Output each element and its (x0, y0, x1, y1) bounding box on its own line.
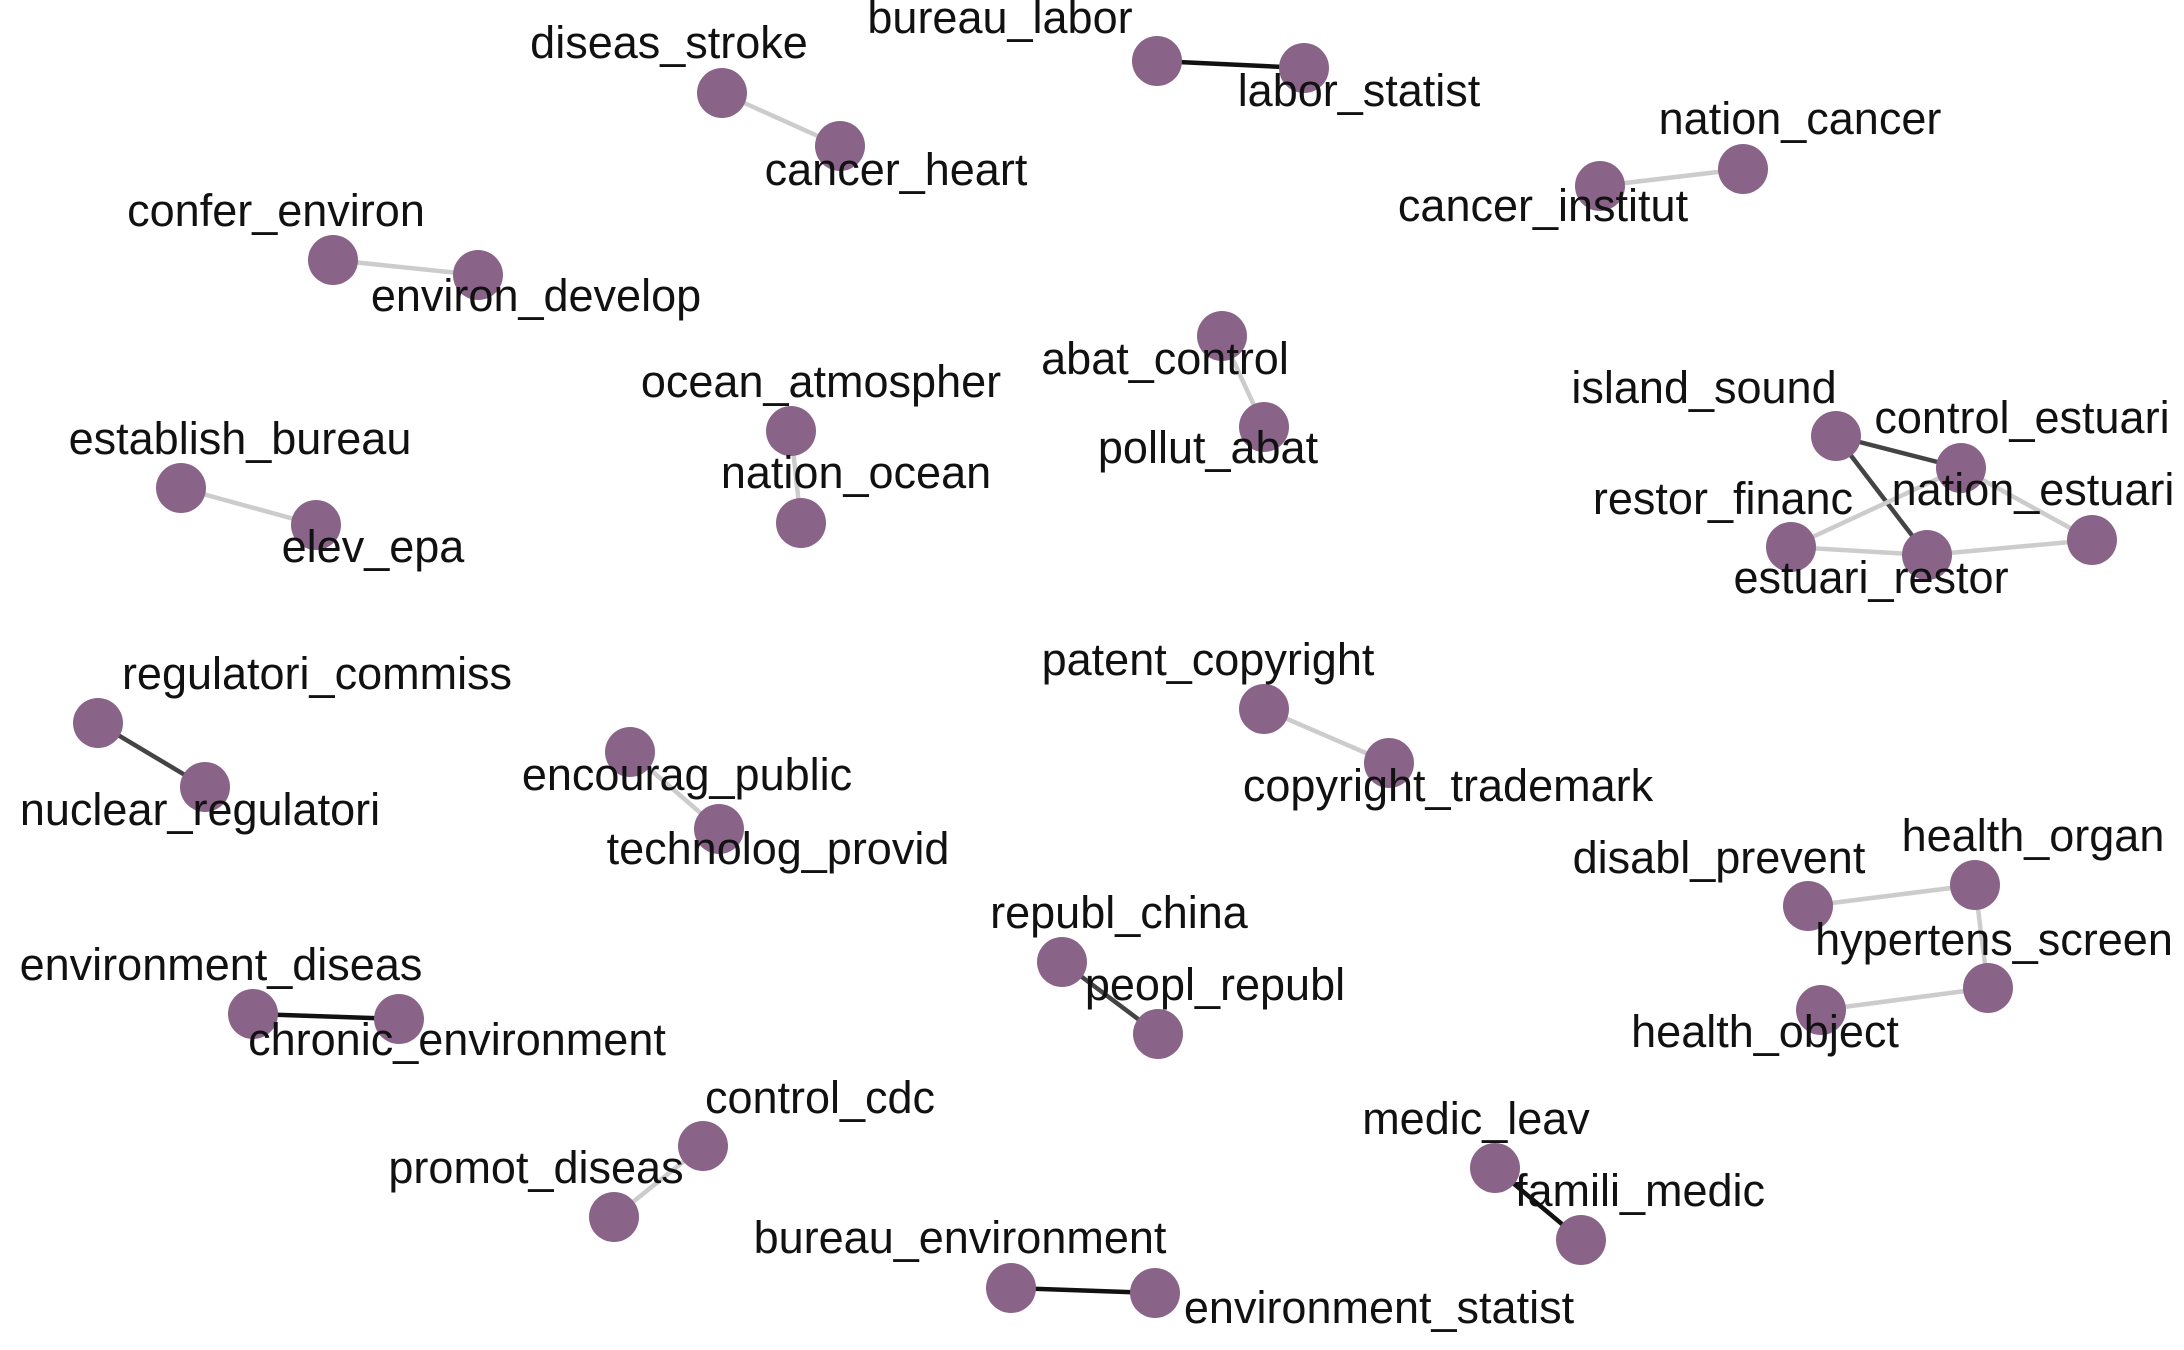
node-label-abat_control: abat_control (1041, 333, 1289, 384)
node-famili_medic (1556, 1215, 1606, 1265)
node-nation_estuari (2067, 515, 2117, 565)
node-label-bureau_labor: bureau_labor (867, 0, 1132, 43)
node-copyright_trademark (1364, 738, 1414, 788)
node-label-cancer_heart: cancer_heart (765, 144, 1028, 195)
edge-estuari_restor-nation_estuari (1926, 537, 2093, 558)
node-health_object (1796, 985, 1846, 1035)
node-label-island_sound: island_sound (1571, 362, 1836, 413)
node-label-cancer_institut: cancer_institut (1398, 180, 1689, 231)
node-labor_statist (1279, 43, 1329, 93)
node-label-health_object: health_object (1631, 1006, 1899, 1057)
node-label-regulatori_commiss: regulatori_commiss (122, 648, 512, 699)
node-label-promot_diseas: promot_diseas (388, 1142, 683, 1193)
node-label-confer_environ: confer_environ (127, 185, 425, 236)
node-label-elev_epa: elev_epa (282, 521, 466, 572)
node-label-estuari_restor: estuari_restor (1733, 552, 2008, 603)
label-layer: diseas_stroke cancer_heart bureau_laborlab… (20, 0, 2175, 1333)
node-label-environ_develop: environ_develop (371, 270, 701, 321)
node-label-hypertens_screen: hypertens_screen (1815, 914, 2173, 965)
node-environment_statist (1130, 1268, 1180, 1318)
node-label-control_estuari: control_estuari (1874, 392, 2169, 443)
edge-hypertens_screen-health_object (1820, 985, 1989, 1013)
node-label-environment_diseas: environment_diseas (20, 939, 423, 990)
node-label-control_cdc: control_cdc (705, 1072, 935, 1123)
node-label-diseas_stroke: diseas_stroke (530, 17, 808, 68)
node-control_estuari (1936, 443, 1986, 493)
node-encourag_public (605, 727, 655, 777)
node-peopl_republ (1133, 1009, 1183, 1059)
edge-control_estuari-restor_financ (1790, 465, 1962, 550)
node-label-technolog_provid: technolog_provid (607, 823, 950, 874)
node-technolog_provid (694, 804, 744, 854)
node-confer_environ (308, 235, 358, 285)
node-label-ocean_atmospher: ocean_atmospher (641, 356, 1001, 407)
node-bureau_labor (1132, 36, 1182, 86)
node-label-environment_statist: environment_statist (1184, 1282, 1575, 1333)
node-chronic_environment (374, 994, 424, 1044)
node-republ_china (1037, 937, 1087, 987)
node-label-disabl_prevent: disabl_prevent (1573, 832, 1866, 883)
node-diseas_stroke (697, 68, 747, 118)
node-health_organ (1950, 860, 2000, 910)
node-abat_control (1197, 311, 1247, 361)
node-pollut_abat (1239, 402, 1289, 452)
node-patent_copyright (1239, 684, 1289, 734)
node-nuclear_regulatori (180, 762, 230, 812)
node-label-nation_estuari: nation_estuari (1892, 464, 2175, 515)
node-nation_cancer (1718, 144, 1768, 194)
node-label-encourag_public: encourag_public (522, 749, 852, 800)
node-label-patent_copyright: patent_copyright (1042, 634, 1375, 685)
node-nation_ocean (776, 498, 826, 548)
node-regulatori_commiss (73, 698, 123, 748)
node-estuari_restor (1902, 530, 1952, 580)
node-establish_bureau (156, 463, 206, 513)
node-label-peopl_republ: peopl_republ (1085, 959, 1345, 1010)
node-label-establish_bureau: establish_bureau (69, 413, 412, 464)
node-label-labor_statist: labor_statist (1238, 65, 1481, 116)
node-promot_diseas (589, 1192, 639, 1242)
node-ocean_atmospher (766, 406, 816, 456)
node-label-nation_cancer: nation_cancer (1659, 93, 1942, 144)
node-label-chronic_environment: chronic_environment (248, 1014, 666, 1065)
node-label-pollut_abat: pollut_abat (1098, 422, 1319, 473)
node-label-medic_leav: medic_leav (1362, 1093, 1590, 1144)
node-label-nation_ocean: nation_ocean (721, 447, 991, 498)
node-hypertens_screen (1963, 963, 2013, 1013)
node-environment_diseas (228, 989, 278, 1039)
node-medic_leav (1470, 1143, 1520, 1193)
node-disabl_prevent (1783, 881, 1833, 931)
edge-disabl_prevent-health_organ (1807, 882, 1976, 909)
node-label-bureau_environment: bureau_environment (754, 1212, 1167, 1263)
node-environ_develop (453, 250, 503, 300)
node-label-nuclear_regulatori: nuclear_regulatori (20, 784, 380, 835)
node-restor_financ (1766, 522, 1816, 572)
node-label-republ_china: republ_china (990, 887, 1249, 938)
node-label-copyright_trademark: copyright_trademark (1243, 760, 1654, 811)
node-bureau_environment (986, 1263, 1036, 1313)
node-label-health_organ: health_organ (1902, 810, 2165, 861)
node-layer (73, 36, 2117, 1318)
node-elev_epa (291, 500, 341, 550)
node-label-restor_financ: restor_financ (1593, 473, 1853, 524)
node-cancer_institut (1575, 161, 1625, 211)
node-cancer_heart (815, 121, 865, 171)
node-control_cdc (678, 1121, 728, 1171)
node-label-famili_medic: famili_medic (1515, 1165, 1765, 1216)
node-island_sound (1811, 411, 1861, 461)
